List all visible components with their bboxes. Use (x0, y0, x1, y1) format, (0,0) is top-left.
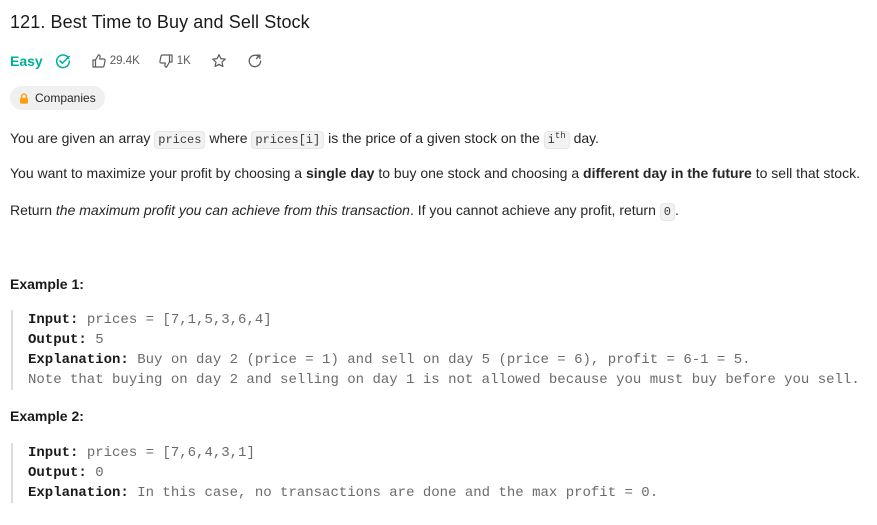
description-paragraph-2: You want to maximize your profit by choo… (10, 165, 860, 181)
star-icon (211, 54, 226, 68)
example-1-block: Input: prices = [7,1,5,3,6,4] Output: 5 … (11, 310, 860, 390)
inline-code-prices: prices (154, 131, 206, 149)
example-2-block: Input: prices = [7,6,4,3,1] Output: 0 Ex… (11, 443, 658, 503)
like-count: 29.4K (109, 55, 140, 67)
solved-status (55, 53, 71, 69)
difficulty-badge: Easy (10, 53, 43, 69)
problem-meta-row: Easy 29.4K 1K (10, 50, 263, 72)
dislike-button[interactable]: 1K (158, 53, 191, 69)
description-paragraph-1: You are given an array prices where pric… (10, 130, 599, 149)
share-button[interactable] (247, 53, 263, 69)
companies-tag[interactable]: Companies (10, 86, 105, 110)
thumbs-up-icon (92, 54, 106, 68)
like-button[interactable]: 29.4K (91, 53, 140, 69)
example-1-title: Example 1: (10, 276, 84, 292)
problem-title: 121. Best Time to Buy and Sell Stock (10, 12, 310, 32)
inline-code-prices-i: prices[i] (251, 131, 325, 149)
dislike-count: 1K (176, 55, 191, 67)
description-paragraph-3: Return the maximum profit you can achiev… (10, 202, 679, 221)
favorite-button[interactable] (211, 53, 227, 69)
thumbs-down-icon (159, 54, 173, 68)
example-2-title: Example 2: (10, 408, 84, 424)
companies-label: Companies (35, 91, 96, 105)
inline-code-ith: ith (543, 131, 570, 149)
inline-code-zero: 0 (659, 203, 675, 221)
share-icon (248, 54, 262, 68)
check-circle-icon (55, 54, 70, 69)
lock-icon (20, 92, 28, 104)
